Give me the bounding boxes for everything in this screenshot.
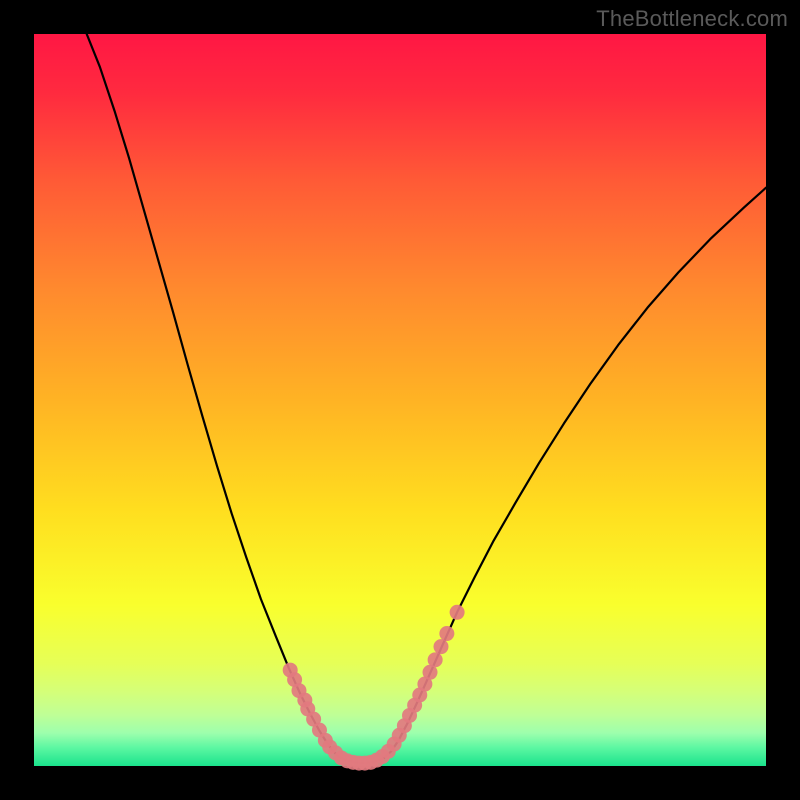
marker-point xyxy=(450,605,465,620)
gradient-panel xyxy=(34,34,766,766)
figure-root: TheBottleneck.com xyxy=(0,0,800,800)
marker-point xyxy=(433,639,448,654)
marker-point xyxy=(428,652,443,667)
bottleneck-chart xyxy=(0,0,800,800)
marker-point xyxy=(439,626,454,641)
watermark-text: TheBottleneck.com xyxy=(596,6,788,32)
